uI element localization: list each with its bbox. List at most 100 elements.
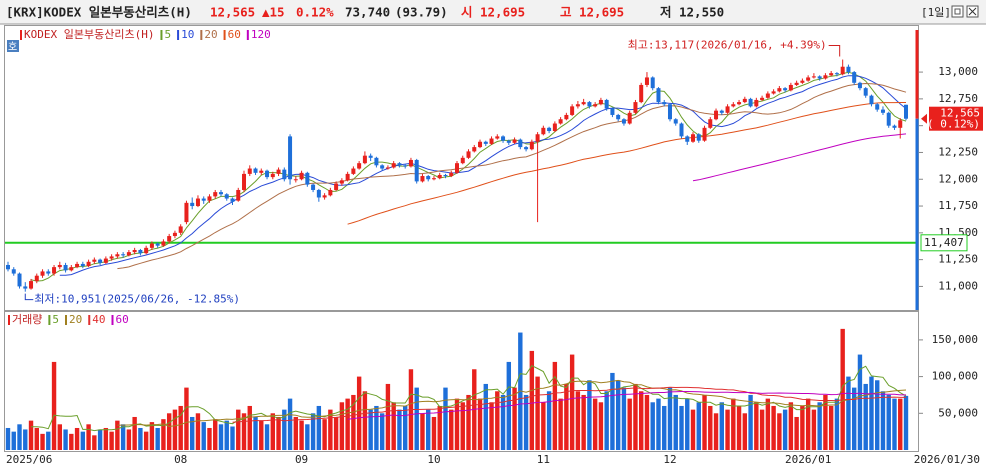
volume-bar — [817, 402, 822, 450]
last-change: ( 0.12%) — [927, 118, 980, 131]
header-open-label: 시 — [461, 5, 473, 20]
volume-bar — [552, 361, 558, 450]
volume-bar — [230, 426, 235, 450]
volume-bar — [161, 419, 166, 450]
legend-title: 거래량 — [12, 313, 42, 326]
candle-body — [679, 123, 684, 137]
candle-body — [115, 254, 120, 257]
candle-body — [501, 136, 506, 141]
candle-body — [80, 263, 85, 267]
candle-body — [621, 119, 626, 124]
panel-tag-box[interactable] — [7, 40, 19, 52]
candle-body — [529, 141, 534, 150]
candle-body — [593, 104, 598, 107]
volume-bar — [581, 394, 586, 450]
volume-bar — [512, 387, 517, 450]
candle-body — [46, 271, 51, 274]
volume-bar — [184, 387, 189, 450]
volume-bar — [379, 413, 385, 450]
legend-marker — [20, 30, 22, 40]
candle-body — [869, 95, 874, 105]
high-pointer — [828, 45, 841, 57]
candle-body — [834, 73, 839, 75]
volume-bar — [362, 391, 368, 450]
header-low-label: 저 — [660, 5, 672, 20]
candle-body — [282, 169, 287, 180]
candle-body — [863, 88, 868, 96]
candle-body — [253, 168, 258, 173]
candle-body — [506, 140, 511, 143]
moving-average — [117, 379, 907, 428]
candle-body — [299, 172, 304, 180]
volume-bar — [546, 391, 552, 450]
header-price: 12,565 — [210, 5, 255, 20]
volume-bar — [696, 402, 701, 450]
candle-body — [288, 136, 293, 180]
candle-body — [368, 155, 373, 158]
header-change: ▲15 — [262, 5, 285, 20]
restore-button[interactable] — [951, 5, 964, 18]
candle-body — [380, 165, 385, 169]
volume-bar — [259, 420, 264, 450]
volume-bar — [863, 383, 868, 450]
volume-bar — [103, 427, 109, 450]
candle-body — [564, 114, 569, 120]
legend-item: 5 — [52, 313, 59, 326]
candle-body — [489, 138, 494, 144]
candle-body — [575, 104, 580, 107]
volume-bar — [541, 402, 546, 450]
candle-body — [639, 84, 644, 103]
volume-bar — [333, 416, 339, 450]
volume-bar — [86, 424, 91, 450]
candle-body — [437, 174, 442, 179]
candle-body — [852, 72, 857, 83]
candle-body — [92, 259, 97, 262]
legend-item: 20 — [69, 313, 82, 326]
candle-body — [708, 119, 713, 128]
volume-bar — [11, 431, 16, 450]
volume-bar — [823, 394, 828, 450]
candle-body — [754, 99, 759, 107]
volume-bar — [92, 435, 97, 450]
volume-bar — [592, 398, 598, 450]
volume-bar — [702, 394, 707, 450]
legend-item: 5 — [164, 28, 171, 41]
volume-bar — [840, 328, 845, 450]
volume-bar — [218, 424, 224, 450]
moving-average — [117, 82, 907, 270]
volume-bar — [109, 431, 114, 450]
y-tick-label: 11,000 — [938, 279, 978, 292]
period-button[interactable]: [1일] — [921, 5, 951, 19]
y-tick-label: 12,750 — [938, 92, 978, 105]
y-tick-label: 12,250 — [938, 145, 978, 158]
candle-body — [644, 77, 649, 85]
volume-bar — [282, 409, 287, 450]
volume-bar — [466, 394, 471, 450]
candle-body — [86, 261, 91, 267]
volume-bar — [276, 416, 281, 450]
volume-bar — [270, 413, 275, 450]
legend-swatch — [223, 30, 226, 40]
candle-body — [719, 110, 724, 113]
volume-bar — [748, 394, 753, 450]
legend-swatch — [200, 30, 203, 40]
volume-bar — [345, 398, 350, 450]
volume-bar — [489, 402, 494, 450]
volume-bar — [685, 398, 690, 450]
candle-body — [6, 264, 10, 270]
volume-bar — [892, 398, 897, 450]
candle-body — [138, 249, 143, 254]
candle-body — [420, 176, 425, 182]
candle-body — [167, 236, 172, 242]
candle-body — [17, 273, 22, 287]
candle-body — [328, 189, 333, 196]
candle-body — [541, 127, 546, 135]
candle-body — [495, 136, 500, 139]
candle-body — [558, 119, 563, 124]
candle-body — [207, 196, 212, 201]
volume-bar — [650, 402, 655, 450]
candle-body — [121, 254, 126, 256]
candle-body — [667, 104, 672, 120]
x-tick-label: 2026/01/30 — [914, 453, 980, 466]
